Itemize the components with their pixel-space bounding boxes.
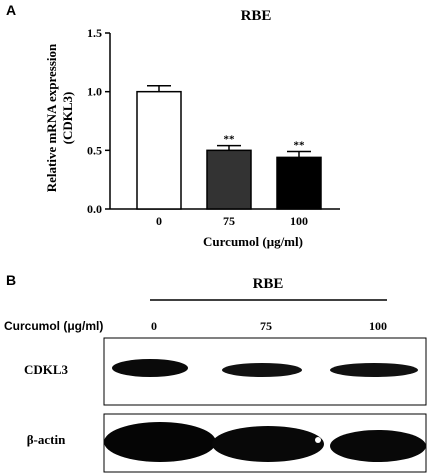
y-axis-label-line1: Relative mRNA expression: [44, 43, 59, 192]
x-axis-label: Curcumol (μg/ml): [203, 234, 303, 249]
blot-band-cdkl3-lane3: [330, 363, 418, 377]
y-tick-label: 0.5: [87, 143, 102, 157]
treatment-row-label: Curcumol (μg/ml): [4, 319, 103, 333]
blot-label-beta-actin: β-actin: [27, 432, 66, 447]
x-tick-label: 0: [156, 214, 162, 228]
blot-band-beta-actin-lane2: [212, 426, 324, 462]
western-blot-panel: RBE Curcumol (μg/ml) CDKL3 β-actin 0 75 10…: [4, 276, 427, 473]
blot-band-beta-actin-lane1: [104, 422, 216, 462]
y-tick-label: 1.0: [87, 85, 102, 99]
blot-band-gap: [315, 437, 321, 443]
blot-band-cdkl3-lane2: [222, 363, 302, 377]
blot-band-beta-actin-lane3: [330, 430, 426, 462]
chart-title: RBE: [241, 8, 272, 24]
panel-b-label: B: [6, 272, 17, 288]
lane-label: 100: [369, 319, 387, 333]
bar-75: [206, 149, 252, 210]
bar-100: [276, 156, 322, 210]
blot-label-cdkl3: CDKL3: [24, 362, 69, 377]
significance-marker: **: [294, 140, 306, 152]
bar-chart: RBE Relative mRNA expression (CDKL3) Cur…: [44, 8, 340, 249]
y-tick-label: 0.0: [87, 202, 102, 216]
x-tick-label: 100: [290, 214, 308, 228]
bar-0: [136, 90, 182, 210]
x-tick-label: 75: [223, 214, 235, 228]
significance-marker: **: [224, 134, 236, 146]
blot-band-cdkl3-lane1: [112, 359, 188, 377]
lane-label: 75: [260, 319, 272, 333]
lane-label: 0: [151, 319, 157, 333]
y-axis-label-line2: (CDKL3): [60, 92, 75, 145]
blot-group-title: RBE: [253, 276, 284, 292]
panel-a-label: A: [6, 2, 17, 18]
y-tick-label: 1.5: [87, 26, 102, 40]
